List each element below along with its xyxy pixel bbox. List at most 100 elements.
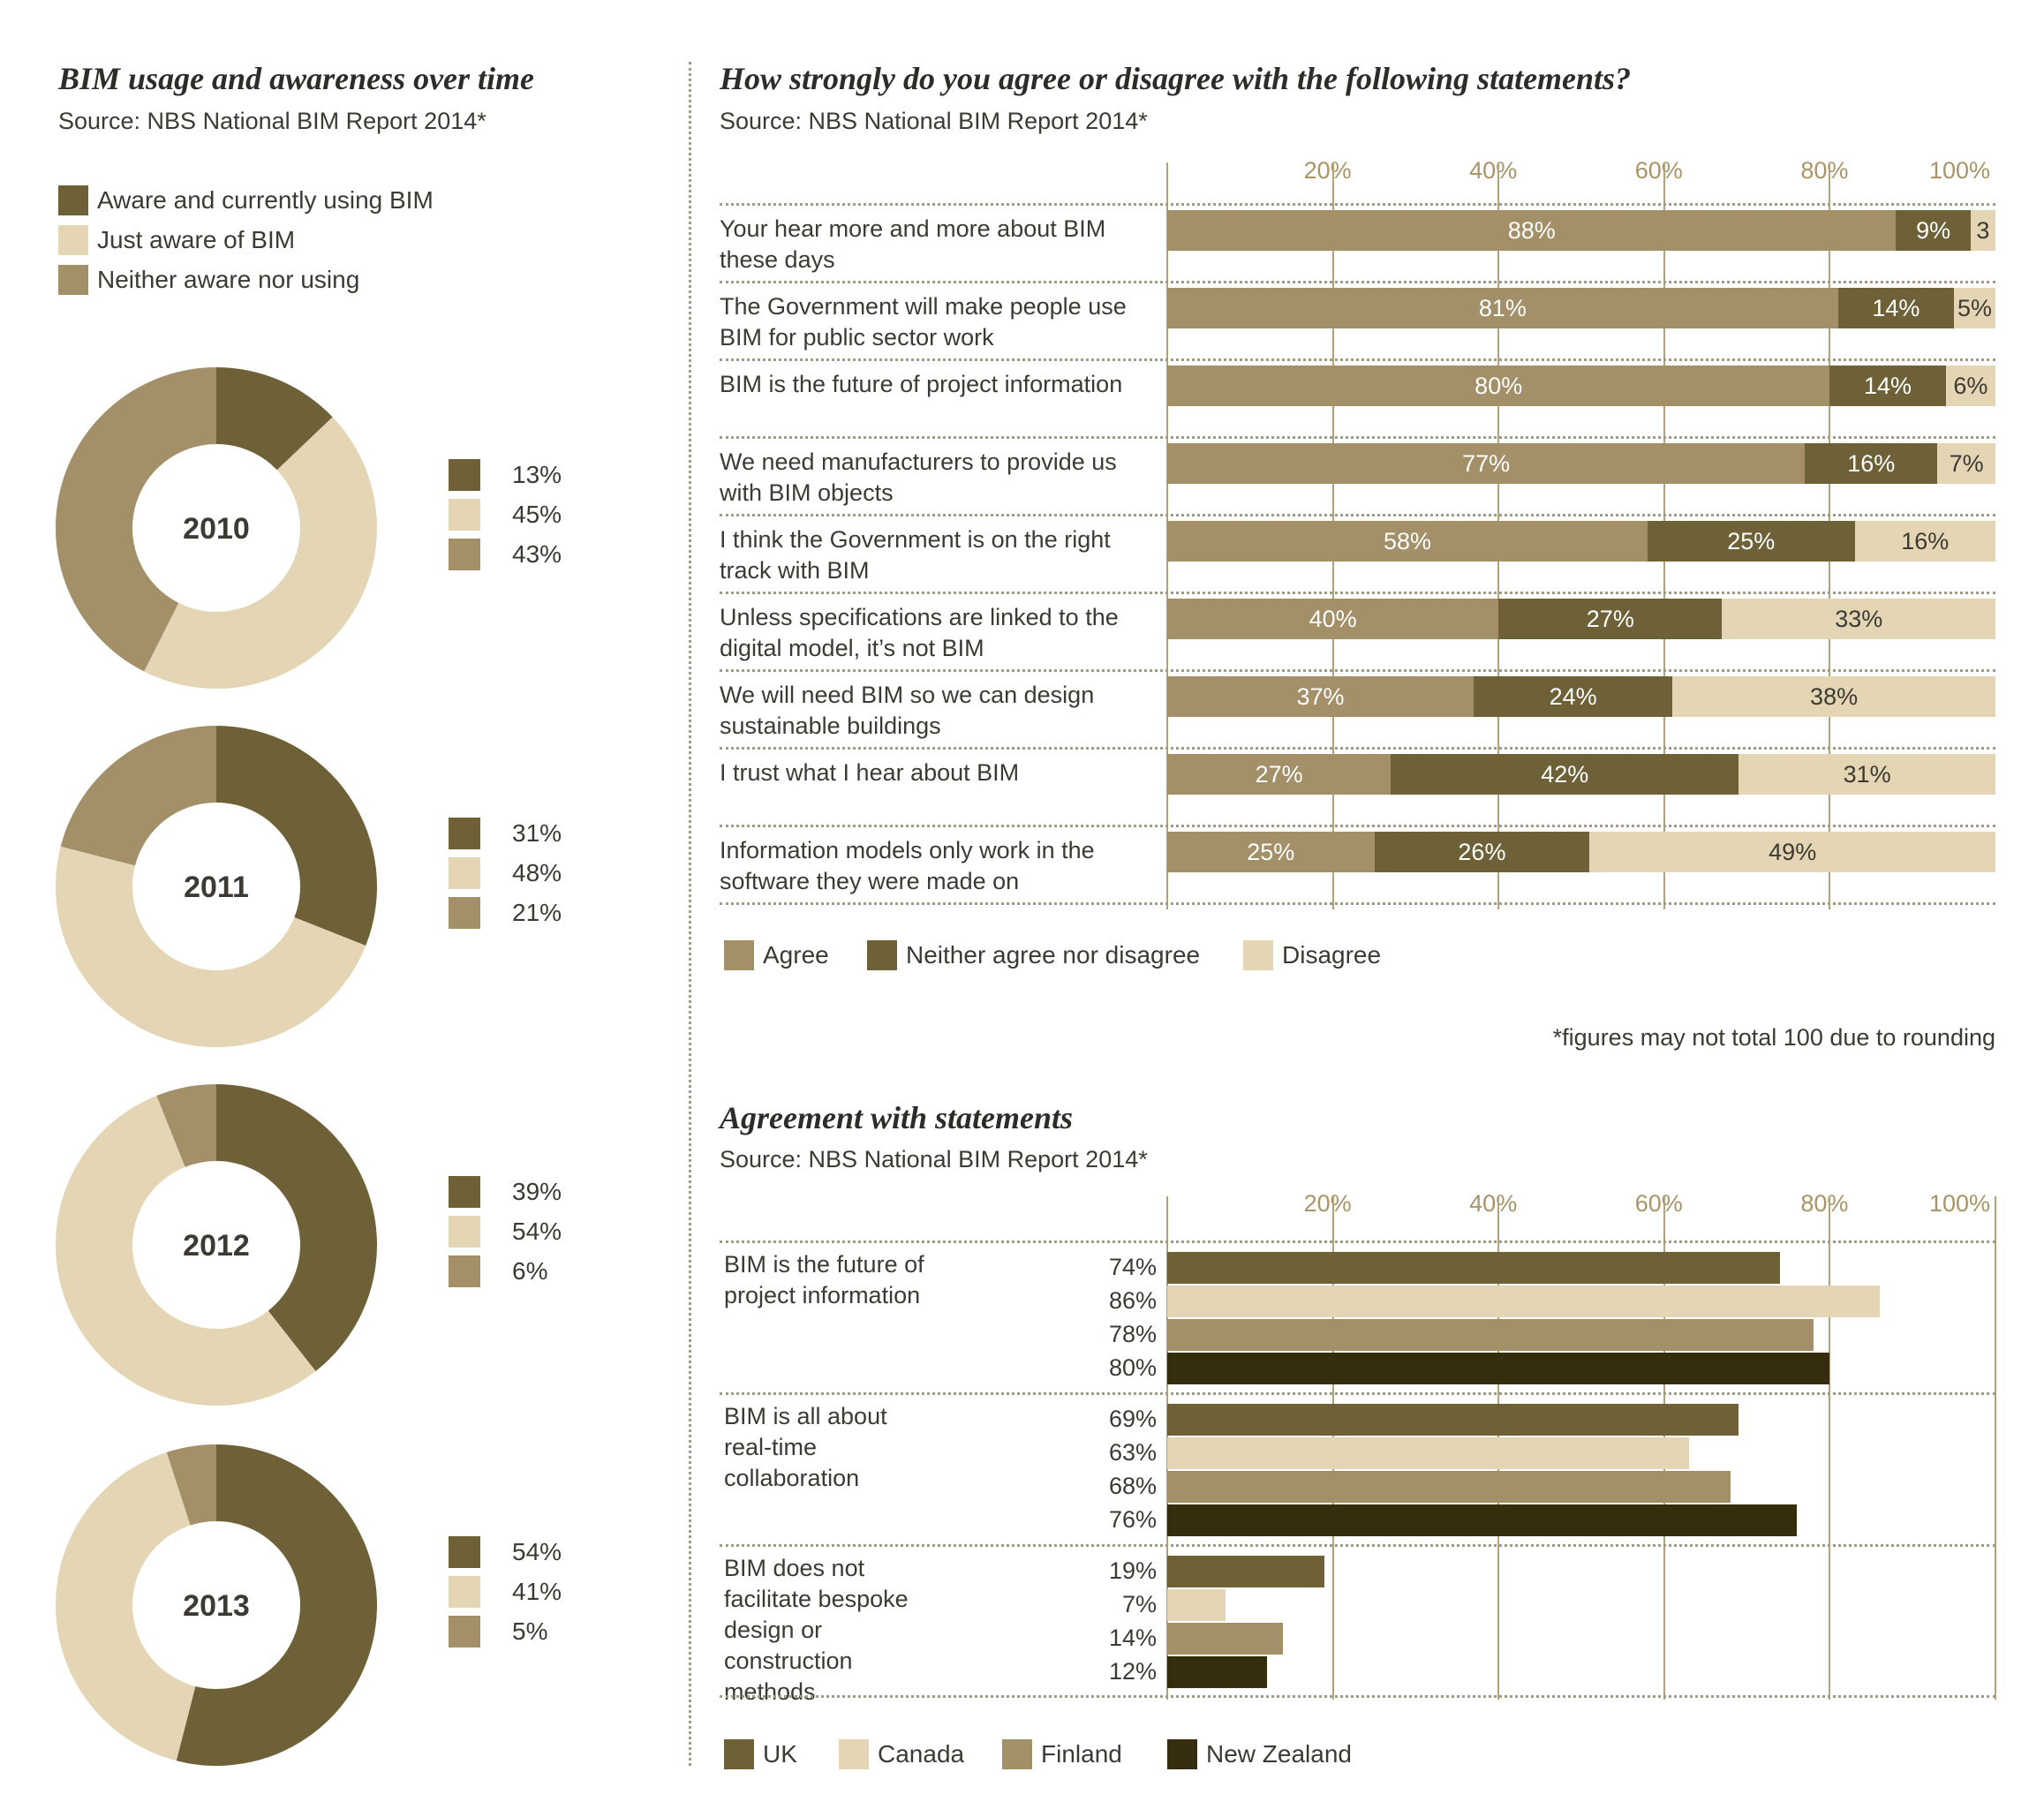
group-divider — [720, 1695, 1995, 1698]
bar-segment-disagree: 5% — [1954, 288, 1995, 328]
x-tick-label: 100% — [1928, 1190, 1990, 1217]
donut-slice — [166, 1444, 216, 1526]
statement-label: We will need BIM so we can design sustai… — [720, 682, 1095, 739]
bar-segment-neither-agree-nor-disagree: 42% — [1391, 754, 1739, 795]
donut-value-label: 39% — [512, 1178, 562, 1205]
legend-item-neither-aware: Neither aware nor using — [58, 265, 359, 295]
bar-new-zealand — [1167, 1353, 1830, 1384]
legend-label: Just aware of BIM — [97, 226, 296, 253]
legend-swatch — [724, 1739, 754, 1769]
legend-swatch — [449, 857, 480, 889]
bar-new-zealand — [1167, 1504, 1797, 1536]
donut-2011: 2011 — [55, 726, 378, 1048]
bar-finland — [1167, 1471, 1731, 1503]
donut-legend-row: 48% — [449, 857, 562, 889]
legend-swatch — [449, 1576, 480, 1608]
legend-swatch — [1002, 1739, 1032, 1769]
stacked-bar: 27% 42% 31% — [1167, 754, 1995, 795]
statement-label: Unless specifications are linked to the … — [720, 604, 1119, 661]
bar-segment-neither-agree-nor-disagree: 27% — [1498, 599, 1723, 639]
group-divider — [720, 1392, 1995, 1395]
bar-canada — [1167, 1286, 1880, 1317]
bar-segment-neither-agree-nor-disagree: 9% — [1896, 210, 1971, 251]
bar-segment-agree: 27% — [1167, 754, 1392, 795]
legend-swatch — [867, 940, 897, 970]
group-label: BIM is all about real-time collaboration — [724, 1403, 887, 1491]
left-chart-title: BIM usage and awareness over time — [58, 61, 535, 96]
legend-swatch — [449, 1216, 480, 1248]
stacked-bar: 25% 26% 49% — [1167, 832, 1995, 872]
statement-label: Your hear more and more about BIM these … — [720, 215, 1106, 273]
bar-uk — [1167, 1252, 1781, 1284]
x-tick-label: 100% — [1928, 157, 1990, 184]
legend-swatch — [724, 940, 754, 970]
legend-item-new-zealand: New Zealand — [1167, 1739, 1352, 1769]
x-tick-label: 60% — [1634, 157, 1683, 184]
donut-2010: 2010 — [55, 367, 378, 689]
bar-segment-agree: 80% — [1167, 366, 1830, 406]
value-label: 74% — [1108, 1254, 1157, 1280]
bar-segment-neither-agree-nor-disagree: 26% — [1374, 832, 1590, 872]
donut-year-label: 2012 — [183, 1229, 250, 1263]
donut-2012: 2012 — [56, 1084, 378, 1406]
legend-label: UK — [763, 1740, 797, 1768]
group-label: BIM is the future of project information — [724, 1251, 924, 1308]
donut-value-label: 31% — [512, 819, 562, 847]
value-label: 69% — [1108, 1406, 1157, 1432]
legend-label: Disagree — [1282, 941, 1382, 969]
bar-finland — [1167, 1319, 1814, 1351]
donut-year-label: 2013 — [183, 1589, 250, 1623]
legend-item-aware-using: Aware and currently using BIM — [58, 185, 434, 215]
legend-label: Agree — [763, 941, 829, 969]
value-label: 63% — [1108, 1439, 1157, 1466]
x-tick-label: 40% — [1469, 157, 1518, 184]
legend-swatch — [449, 897, 480, 929]
bar-segment-disagree: 6% — [1945, 366, 1995, 406]
donut-value-label: 41% — [512, 1578, 562, 1605]
row-divider — [720, 825, 1995, 827]
donut-value-label: 5% — [512, 1617, 548, 1645]
legend-item-finland: Finland — [1002, 1739, 1122, 1769]
bar-segment-agree: 37% — [1167, 676, 1475, 717]
legend-item-just-aware: Just aware of BIM — [58, 225, 295, 255]
group-divider — [720, 1544, 1995, 1547]
donut-year-label: 2010 — [183, 512, 250, 546]
legend-swatch — [1167, 1739, 1197, 1769]
value-label: 68% — [1108, 1473, 1157, 1499]
legend-label: Canada — [878, 1740, 965, 1768]
legend-swatch — [58, 225, 88, 255]
bar-segment-neither-agree-nor-disagree: 14% — [1837, 288, 1955, 328]
legend-swatch — [1243, 940, 1273, 970]
donut-slice — [60, 726, 216, 866]
bar-segment-agree: 40% — [1167, 599, 1499, 639]
donut-slice — [216, 367, 333, 471]
row-divider — [720, 281, 1995, 283]
stacked-chart-source: Source: NBS National BIM Report 2014* — [720, 108, 1148, 134]
x-tick-label: 20% — [1303, 1190, 1352, 1217]
donut-value-label: 6% — [512, 1257, 548, 1285]
donut-value-label: 13% — [512, 461, 562, 488]
bar-segment-agree: 81% — [1167, 288, 1838, 328]
legend-item-disagree: Disagree — [1243, 940, 1381, 970]
bar-segment-disagree: 3 — [1970, 210, 1995, 251]
value-label: 14% — [1108, 1625, 1157, 1651]
bar-finland — [1167, 1623, 1284, 1655]
stacked-bar: 81% 14% 5% — [1167, 288, 1995, 328]
donut-legend-row: 54% — [449, 1216, 562, 1248]
legend-label: Aware and currently using BIM — [97, 186, 434, 214]
value-label: 7% — [1121, 1591, 1157, 1617]
row-divider — [720, 358, 1995, 361]
statement-label: The Government will make people use BIM … — [720, 293, 1127, 351]
value-label: 19% — [1108, 1557, 1157, 1584]
donut-slice — [176, 1444, 377, 1766]
donut-value-label: 48% — [512, 859, 562, 886]
statement-label: We need manufacturers to provide us with… — [720, 449, 1117, 506]
group-divider — [720, 1240, 1995, 1243]
bar-uk — [1167, 1556, 1325, 1587]
legend-item-agree: Agree — [724, 940, 829, 970]
donut-year-label: 2011 — [184, 871, 249, 904]
x-tick-label: 80% — [1800, 157, 1849, 184]
statement-label: BIM is the future of project information — [720, 371, 1123, 397]
gridline — [1995, 1196, 1996, 1700]
bar-new-zealand — [1167, 1656, 1267, 1688]
